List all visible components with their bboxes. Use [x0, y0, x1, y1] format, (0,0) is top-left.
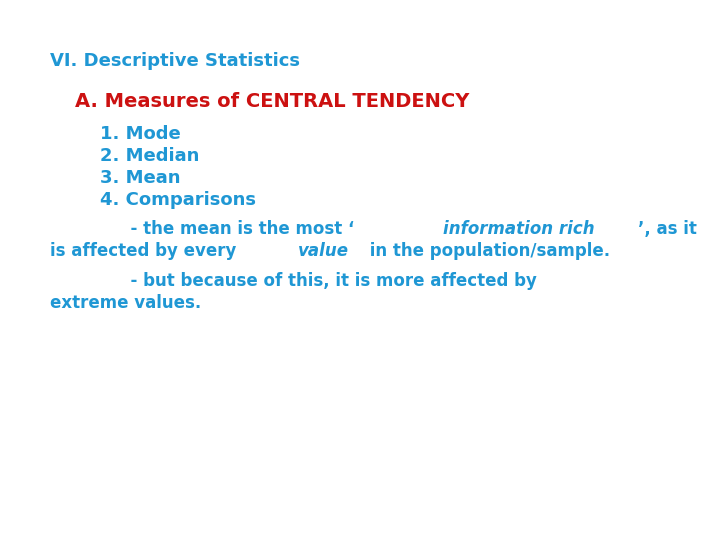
- Text: 4. Comparisons: 4. Comparisons: [100, 191, 256, 209]
- Text: in the population/sample.: in the population/sample.: [364, 242, 610, 260]
- Text: ’, as it: ’, as it: [639, 220, 697, 238]
- Text: A. Measures of CENTRAL TENDENCY: A. Measures of CENTRAL TENDENCY: [75, 92, 469, 111]
- Text: VI. Descriptive Statistics: VI. Descriptive Statistics: [50, 52, 300, 70]
- Text: - the mean is the most ‘: - the mean is the most ‘: [50, 220, 354, 238]
- Text: 1. Mode: 1. Mode: [100, 125, 181, 143]
- Text: value: value: [298, 242, 349, 260]
- Text: is affected by every: is affected by every: [50, 242, 242, 260]
- Text: extreme values.: extreme values.: [50, 294, 202, 312]
- Text: 2. Median: 2. Median: [100, 147, 199, 165]
- Text: information rich: information rich: [443, 220, 595, 238]
- Text: - but because of this, it is more affected by: - but because of this, it is more affect…: [50, 272, 537, 290]
- Text: 3. Mean: 3. Mean: [100, 169, 181, 187]
